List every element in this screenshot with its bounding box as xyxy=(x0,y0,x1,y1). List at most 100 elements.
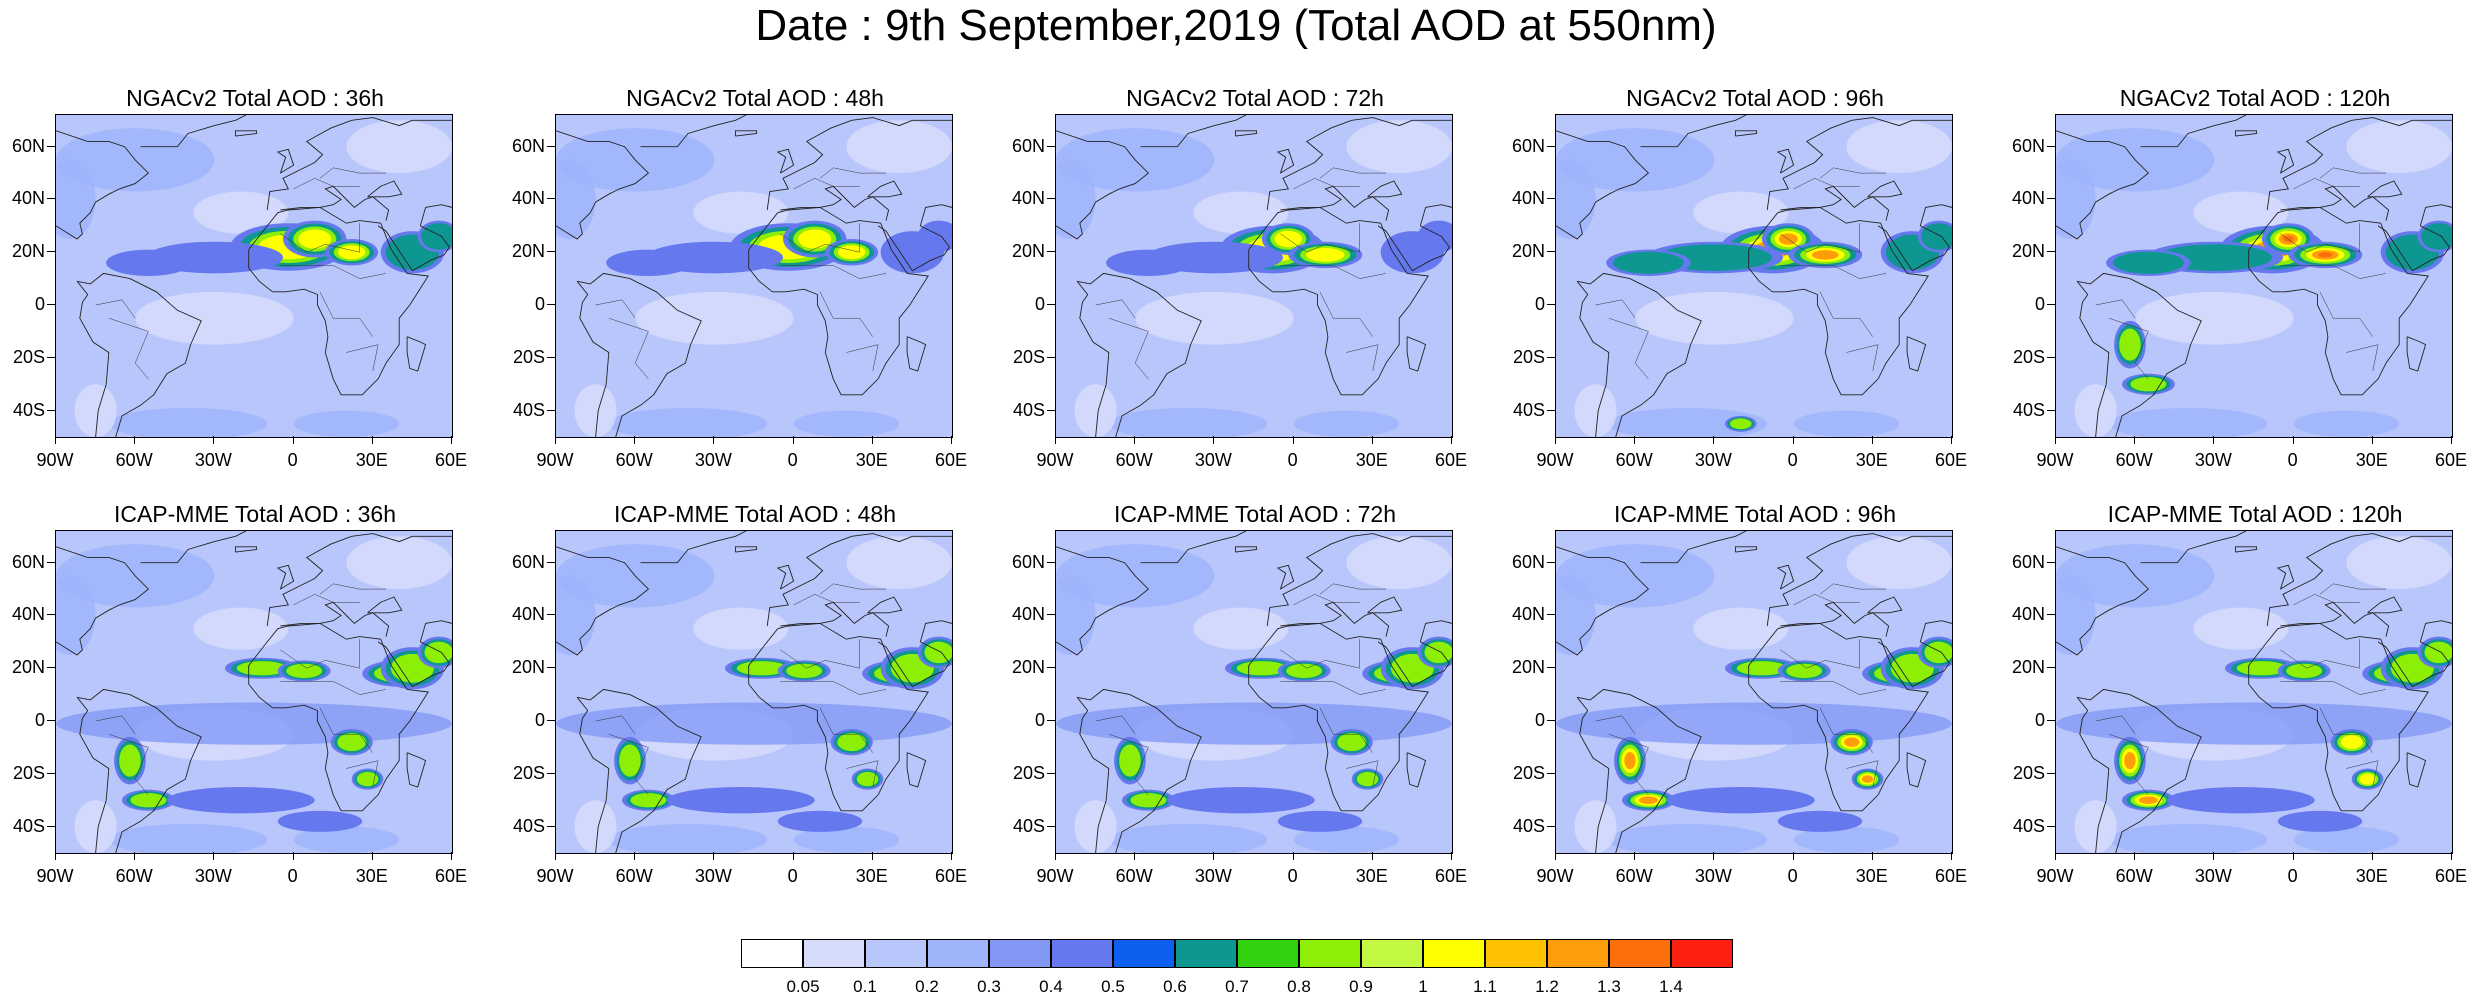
lat-tick-label: 20N xyxy=(511,241,545,262)
lon-tick xyxy=(134,852,136,860)
aod-background-blob xyxy=(56,159,96,240)
country-border xyxy=(1780,223,1860,253)
aod-map xyxy=(55,114,453,438)
coastline xyxy=(419,620,452,643)
lon-tick xyxy=(1634,436,1636,444)
country-border xyxy=(2319,707,2374,753)
aod-plume xyxy=(2122,789,2175,811)
aod-background-blob xyxy=(1693,607,1789,650)
lat-tick-label: 40S xyxy=(1012,399,1045,420)
coastline xyxy=(2406,336,2427,372)
country-border xyxy=(2319,167,2386,179)
coastline xyxy=(1776,148,1795,174)
aod-background-blob xyxy=(2346,536,2452,590)
aod-plume-level xyxy=(777,810,863,832)
lon-tick xyxy=(634,436,636,444)
lon-tick-label: 60E xyxy=(2434,450,2468,470)
aod-background-blob xyxy=(1193,191,1289,234)
aod-background-blob xyxy=(846,536,952,590)
lat-tick xyxy=(1547,667,1555,669)
country-border xyxy=(108,317,149,380)
aod-plume-level xyxy=(1638,796,1658,805)
aod-background-blob xyxy=(1635,291,1794,345)
aod-map xyxy=(555,530,953,854)
colorbar-swatch xyxy=(1113,939,1175,968)
aod-plume-level xyxy=(106,249,191,276)
aod-plume xyxy=(2224,657,2299,679)
country-border xyxy=(2095,715,2136,735)
lon-tick-label: 30E xyxy=(1355,450,1388,470)
coastline xyxy=(1748,206,1929,396)
colorbar-swatch xyxy=(1485,939,1547,968)
aod-background-blob xyxy=(1793,826,1900,853)
aod-plume xyxy=(1622,789,1675,811)
aod-plume-level xyxy=(837,245,866,260)
coastline xyxy=(1056,546,1150,656)
coastline xyxy=(2076,272,2202,437)
lat-tick xyxy=(47,145,55,147)
country-border xyxy=(2280,681,2387,695)
lon-tick-label: 0 xyxy=(287,450,298,470)
lon-tick-label: 90W xyxy=(1536,450,1574,470)
lat-tick-label: 60N xyxy=(1011,135,1045,156)
lon-tick xyxy=(555,852,556,860)
aod-background-blob xyxy=(2074,384,2117,437)
lat-tick-label: 60N xyxy=(2011,135,2045,156)
aod-plume xyxy=(622,789,675,811)
aod-plume xyxy=(2277,810,2363,832)
aod-plume xyxy=(2114,736,2146,785)
aod-plume-level xyxy=(2340,735,2363,750)
lon-tick-label: 30E xyxy=(855,866,888,886)
lon-tick xyxy=(2055,852,2056,860)
country-border xyxy=(780,265,887,279)
map-panel: NGACv2 Total AOD : 72h 60N 40N 20N 0 20S 40S 90… xyxy=(1000,85,1490,508)
aod-plume-level xyxy=(630,793,667,808)
aod-plume-level xyxy=(1166,787,1315,814)
aod-background-blob xyxy=(346,536,452,590)
country-border xyxy=(846,344,879,372)
lat-tick-label: 0 xyxy=(1034,710,1045,731)
country-border xyxy=(595,715,636,735)
country-border xyxy=(319,707,374,753)
lon-tick xyxy=(2371,852,2373,860)
colorbar-label: 1.2 xyxy=(1535,977,1559,996)
country-border xyxy=(2280,265,2387,279)
aod-plume-level xyxy=(2277,810,2363,832)
aod-background-blob xyxy=(693,191,789,234)
coastline xyxy=(1367,596,1403,614)
lon-tick xyxy=(2371,436,2373,444)
country-border xyxy=(1280,265,1387,279)
aod-background-blob xyxy=(1574,384,1617,437)
lon-tick-label: 90W xyxy=(2036,450,2074,470)
coastline xyxy=(1919,204,1952,227)
aod-plume-level xyxy=(786,663,823,679)
lon-tick xyxy=(871,852,873,860)
colorbar-swatch xyxy=(741,939,803,968)
aod-plume-level xyxy=(337,245,366,260)
map-panel: ICAP-MME Total AOD : 48h 60N 40N 20N 0 20S 40S… xyxy=(500,501,990,924)
lon-tick-label: 90W xyxy=(1036,450,1074,470)
lon-tick-label: 60W xyxy=(615,866,653,886)
coastline xyxy=(640,115,747,148)
lat-tick-label: 20S xyxy=(2012,762,2045,783)
lat-tick xyxy=(1547,304,1555,306)
country-border xyxy=(2280,223,2360,253)
aod-plume xyxy=(1788,241,1863,269)
lat-tick xyxy=(2047,667,2055,669)
aod-plume-level xyxy=(1861,775,1874,783)
lon-tick xyxy=(634,852,636,860)
lat-tick xyxy=(47,667,55,669)
lat-tick xyxy=(1547,409,1555,411)
lat-tick-label: 40S xyxy=(2012,815,2045,836)
coastline xyxy=(377,641,450,688)
aod-background-blob xyxy=(1135,291,1294,345)
aod-plume xyxy=(1288,241,1363,269)
aod-plume-level xyxy=(1337,733,1367,752)
coastline xyxy=(2140,531,2247,564)
panel-title: ICAP-MME Total AOD : 72h xyxy=(1113,501,1397,527)
aod-plume-level xyxy=(1130,793,1167,808)
aod-plume xyxy=(1122,789,1175,811)
aod-plume-level xyxy=(2317,252,2333,258)
country-border xyxy=(819,583,886,595)
aod-background-blob xyxy=(2193,607,2289,650)
